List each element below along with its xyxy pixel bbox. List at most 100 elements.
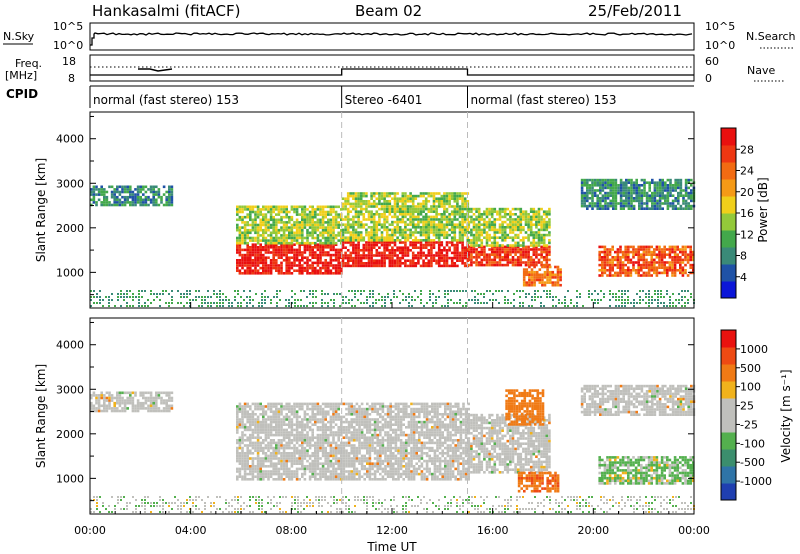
heatmap-cell [162, 185, 166, 189]
heatmap-cell [298, 226, 301, 229]
heatmap-cell [383, 241, 386, 244]
heatmap-cell [427, 200, 431, 203]
heatmap-cell [340, 269, 343, 272]
heatmap-cell [601, 269, 604, 272]
heatmap-cell [609, 181, 612, 184]
heatmap-cell [391, 246, 394, 249]
heatmap-cell [689, 256, 692, 259]
ground-scatter-cell [564, 305, 566, 307]
heatmap-cell [414, 207, 418, 211]
heatmap-cell [529, 233, 533, 237]
heatmap-cell [404, 233, 407, 237]
heatmap-cell [634, 250, 638, 254]
heatmap-cell [264, 418, 268, 421]
ground-scatter-cell [336, 293, 338, 295]
heatmap-cell [506, 223, 510, 226]
heatmap-cell [295, 439, 299, 442]
heatmap-cell [303, 236, 307, 240]
heatmap-cell [404, 197, 407, 200]
heatmap-cell [354, 262, 358, 265]
ground-scatter-cell [411, 296, 413, 298]
heatmap-cell [139, 404, 142, 408]
heatmap-cell [650, 266, 653, 269]
heatmap-cell [522, 261, 525, 264]
heatmap-cell [393, 192, 397, 195]
heatmap-cell [548, 226, 551, 229]
heatmap-cell [319, 221, 322, 224]
heatmap-cell [496, 244, 499, 247]
heatmap-cell [378, 220, 381, 224]
heatmap-cell [411, 207, 415, 211]
heatmap-cell [440, 205, 444, 208]
heatmap-cell [398, 197, 402, 200]
heatmap-cell [346, 254, 350, 257]
heatmap-cell [537, 248, 541, 251]
ground-scatter-cell [138, 302, 140, 304]
heatmap-cell [648, 184, 651, 187]
heatmap-cell [259, 431, 262, 434]
ground-scatter-cell [618, 296, 620, 298]
heatmap-cell [509, 226, 512, 229]
heatmap-cell [684, 186, 688, 190]
heatmap-cell [470, 258, 473, 262]
heatmap-cell [524, 248, 528, 251]
heatmap-cell [136, 201, 140, 204]
heatmap-cell [269, 465, 273, 468]
ground-scatter-cell [513, 293, 515, 295]
heatmap-cell [354, 246, 358, 249]
heatmap-cell [674, 189, 677, 192]
heatmap-cell [467, 250, 471, 254]
heatmap-cell [142, 394, 145, 397]
heatmap-cell [241, 405, 244, 408]
heatmap-cell [311, 215, 314, 219]
heatmap-cell [280, 402, 283, 406]
heatmap-cell [357, 197, 360, 200]
heatmap-cell [241, 407, 244, 411]
heatmap-cell [467, 210, 471, 213]
heatmap-cell [241, 441, 244, 445]
ground-scatter-cell [447, 290, 449, 292]
heatmap-cell [546, 265, 549, 269]
heatmap-cell [272, 226, 275, 229]
heatmap-cell [321, 228, 325, 232]
heatmap-cell [634, 271, 638, 275]
heatmap-cell [321, 210, 325, 214]
heatmap-cell [272, 449, 275, 452]
heatmap-cell [324, 251, 327, 254]
heatmap-cell [528, 278, 531, 282]
heatmap-cell [243, 256, 247, 259]
heatmap-cell [378, 197, 381, 200]
heatmap-cell [391, 264, 394, 268]
heatmap-cell [157, 203, 161, 207]
heatmap-cell [370, 202, 373, 206]
heatmap-cell [406, 210, 410, 213]
heatmap-cell [414, 241, 418, 244]
heatmap-cell [293, 472, 296, 476]
heatmap-cell [285, 452, 288, 455]
heatmap-cell [254, 251, 257, 254]
heatmap-cell [262, 231, 265, 235]
heatmap-cell [311, 248, 314, 252]
heatmap-cell [586, 191, 589, 195]
heatmap-cell [249, 253, 252, 257]
heatmap-cell [285, 243, 288, 246]
heatmap-cell [445, 264, 449, 268]
heatmap-cell [538, 268, 542, 271]
heatmap-cell [346, 207, 350, 211]
heatmap-cell [319, 256, 322, 259]
heatmap-cell [519, 256, 523, 259]
heatmap-cell [121, 391, 124, 395]
heatmap-cell [282, 433, 286, 437]
heatmap-cell [490, 263, 494, 267]
heatmap-cell [635, 194, 638, 197]
heatmap-cell [450, 226, 454, 229]
heatmap-cell [440, 213, 444, 216]
heatmap-cell [527, 233, 530, 237]
heatmap-cell [295, 264, 299, 267]
heatmap-cell [530, 268, 534, 271]
heatmap-cell [280, 426, 283, 429]
heatmap-cell [490, 228, 494, 232]
heatmap-cell [298, 221, 301, 224]
heatmap-cell [537, 215, 541, 219]
heatmap-cell [380, 236, 384, 239]
